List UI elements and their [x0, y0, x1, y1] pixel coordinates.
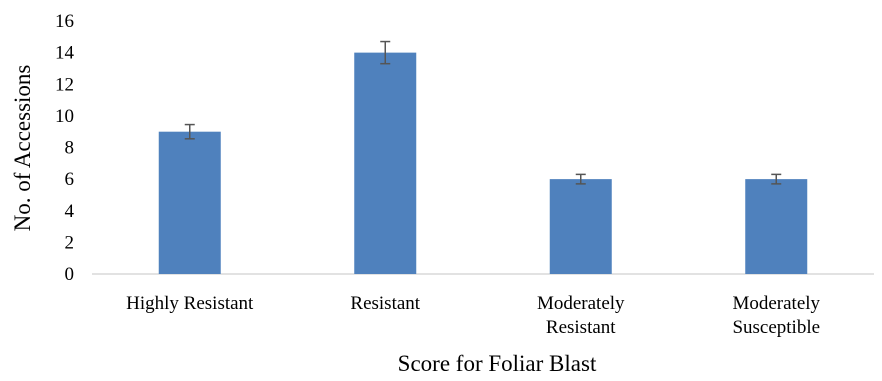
error-bar	[380, 40, 391, 65]
y-tick-label: 8	[65, 138, 75, 159]
bar	[158, 131, 221, 274]
y-tick-label: 16	[55, 11, 74, 32]
bar	[745, 179, 808, 274]
bar	[354, 52, 417, 274]
y-tick-label: 2	[65, 232, 75, 253]
y-tick-label: 0	[65, 264, 75, 285]
x-axis-title: Score for Foliar Blast	[398, 351, 597, 376]
y-tick-label: 14	[55, 43, 75, 64]
bars-group	[158, 52, 808, 274]
y-axis-title: No. of Accessions	[10, 65, 35, 232]
error-bar	[771, 173, 782, 185]
x-category-label: Susceptible	[732, 317, 820, 338]
y-tick-label: 6	[65, 169, 75, 190]
x-axis-categories: Highly Resistant Resistant Moderately Resis…	[126, 293, 820, 338]
x-category-label: Highly Resistant	[126, 293, 254, 314]
y-tick-label: 12	[55, 74, 74, 95]
y-tick-label: 10	[55, 106, 74, 127]
x-category-label: Moderately	[537, 293, 625, 314]
x-category-label: Resistant	[350, 293, 420, 314]
error-bar	[184, 123, 195, 140]
y-axis-ticks: 0 2 4 6 8 10 12 14 16	[55, 11, 75, 285]
x-category-label: Resistant	[546, 317, 616, 338]
y-tick-label: 4	[65, 201, 75, 222]
error-bars-group	[184, 40, 782, 185]
bar	[549, 179, 612, 274]
x-category-label: Moderately	[732, 293, 820, 314]
error-bar	[575, 173, 586, 185]
